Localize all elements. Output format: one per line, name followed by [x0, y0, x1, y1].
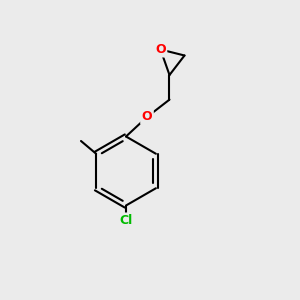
Text: O: O	[155, 43, 166, 56]
Text: O: O	[142, 110, 152, 124]
Text: Cl: Cl	[119, 214, 133, 227]
